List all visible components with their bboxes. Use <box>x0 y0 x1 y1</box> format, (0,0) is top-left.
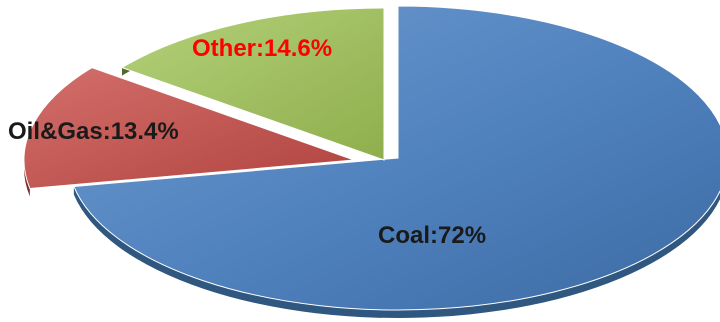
slice-oil-gas <box>23 67 355 190</box>
slice-other <box>120 7 385 161</box>
slice-coal <box>73 5 720 311</box>
slice-label-coal: Coal:72% <box>378 222 486 249</box>
slice-label-other: Other:14.6% <box>192 35 332 62</box>
slice-label-oil-gas: Oil&Gas:13.4% <box>8 118 179 145</box>
